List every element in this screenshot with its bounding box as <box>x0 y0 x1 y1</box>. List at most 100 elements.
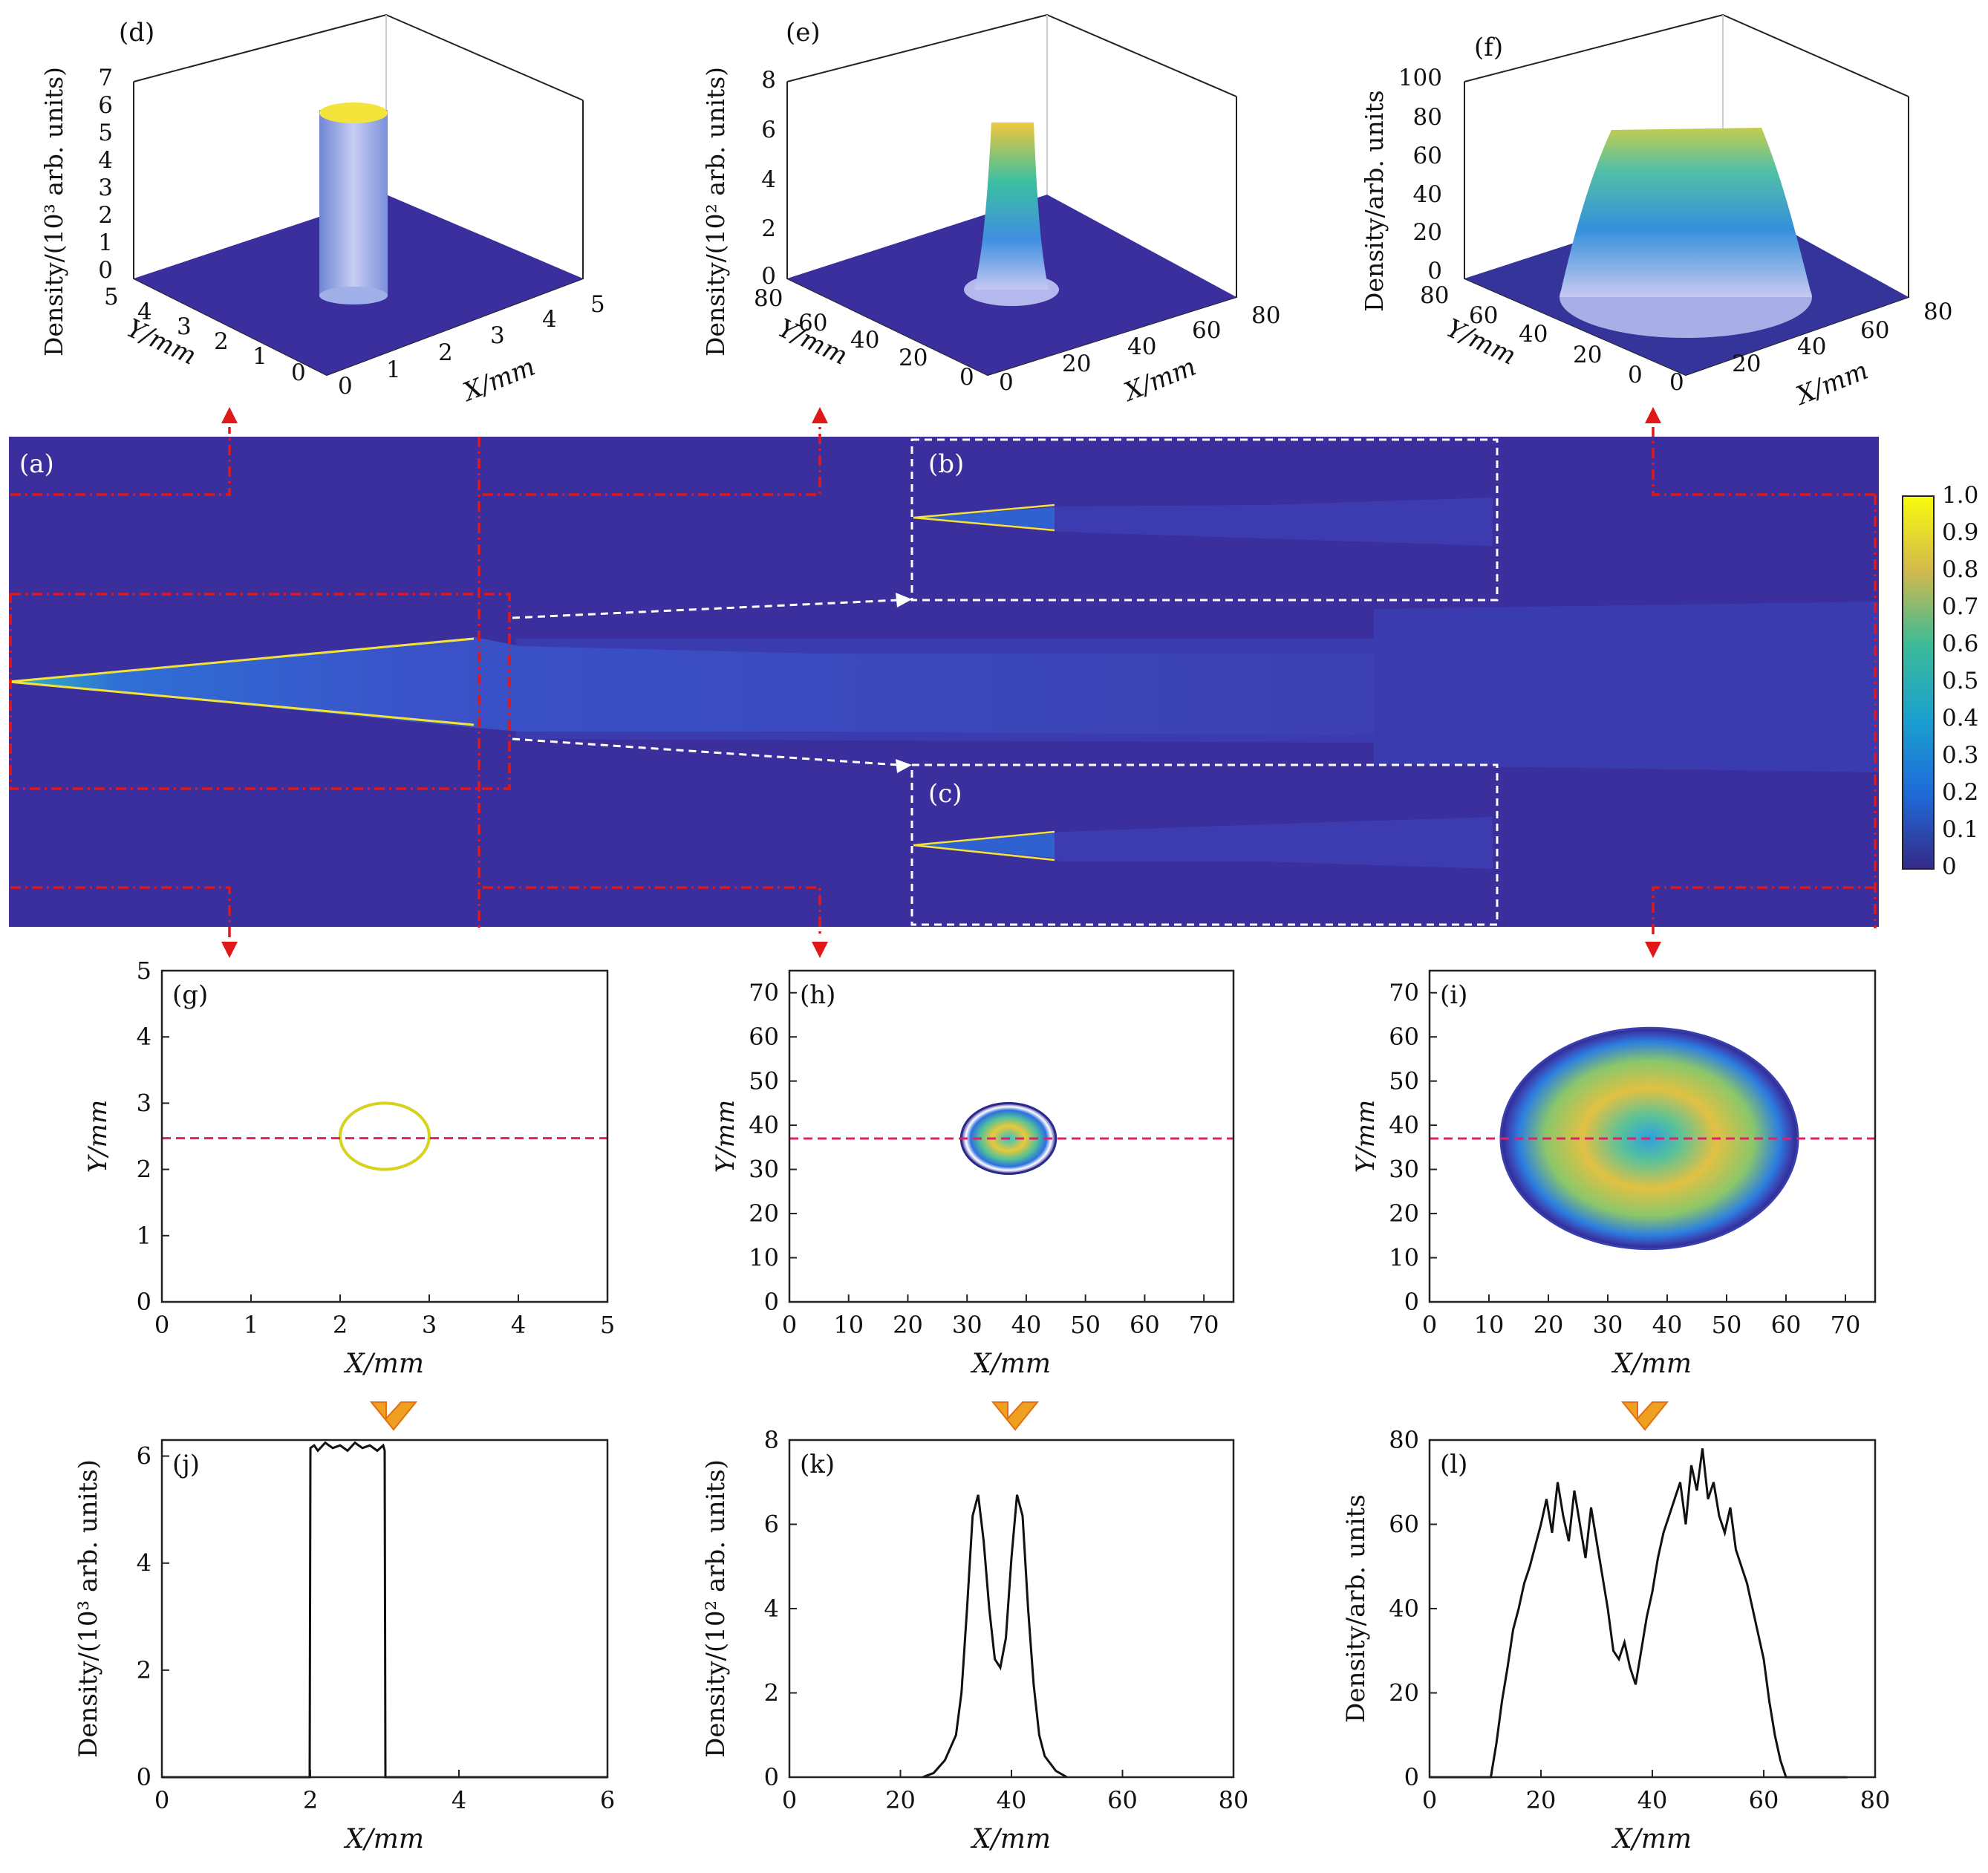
xtick-label: 0 <box>782 1311 797 1339</box>
svg-text:0: 0 <box>1628 362 1643 388</box>
ytick-label: 20 <box>1389 1679 1419 1707</box>
line-panel-k: 0 20 40 60 80 0 2 4 6 8 (k) X/mm Density/(10² arb. u… <box>701 1426 1248 1854</box>
ytick-label: 60 <box>1389 1023 1419 1051</box>
xticks-f: 0 20 40 60 80 <box>1669 299 1952 396</box>
cone-edge-upper <box>8 637 475 683</box>
ytick-label: 0 <box>137 1288 151 1316</box>
svg-text:20: 20 <box>1062 351 1091 377</box>
surface-panel-e: (e) Density/(10² arb. units) 8 6 4 2 0 8… <box>701 13 1280 408</box>
svg-text:1: 1 <box>252 343 267 370</box>
svg-text:40: 40 <box>1413 181 1442 208</box>
svg-text:40: 40 <box>1127 333 1156 360</box>
main-panel-a: (b) (c) (a) <box>8 427 1879 937</box>
xtick-label: 40 <box>1011 1311 1042 1339</box>
panel-label-e: (e) <box>786 18 821 48</box>
xtick-label: 5 <box>600 1311 615 1339</box>
panel-label-g: (g) <box>172 980 208 1010</box>
zlabel-d: Density/(10³ arb. units) <box>39 67 68 356</box>
svg-text:4: 4 <box>137 299 152 325</box>
svg-text:1: 1 <box>386 356 401 383</box>
xtick-label: 20 <box>885 1786 916 1814</box>
svg-text:3: 3 <box>490 322 505 349</box>
colorbar: 1.0 0.9 0.8 0.7 0.6 0.5 0.4 0.3 0.2 0.1 … <box>1902 482 1978 880</box>
svg-text:80: 80 <box>1251 302 1280 329</box>
svg-text:80: 80 <box>1923 299 1952 325</box>
xtick-label: 70 <box>1189 1311 1219 1339</box>
svg-text:60: 60 <box>1469 302 1498 329</box>
panel-label-h: (h) <box>800 980 835 1010</box>
svg-text:80: 80 <box>1420 282 1449 309</box>
ytick-label: 30 <box>749 1156 779 1184</box>
svg-text:1.0: 1.0 <box>1942 482 1978 509</box>
ytick-label: 0 <box>1404 1763 1419 1791</box>
svg-text:0: 0 <box>291 359 306 386</box>
svg-text:0.8: 0.8 <box>1942 556 1978 583</box>
heatmap-panel-h: 0 10 20 30 40 50 60 70 0 10 20 30 40 50 60 70 (h) X/mm Y/m… <box>711 969 1235 1379</box>
ytick-label: 0 <box>764 1288 779 1316</box>
label-a: (a) <box>19 449 54 479</box>
ylabel-l: Density/arb. units <box>1341 1494 1371 1723</box>
red-regions <box>9 427 1877 937</box>
ytick-label: 1 <box>137 1222 151 1250</box>
svg-text:5: 5 <box>104 284 119 310</box>
xtick-label: 50 <box>1070 1311 1101 1339</box>
surface-panel-f: (f) Density/arb. units 100 80 60 40 20 0… <box>1360 13 1952 411</box>
ytick-label: 2 <box>137 1656 151 1684</box>
panel-label-l: (l) <box>1440 1450 1467 1479</box>
zlabel-f: Density/arb. units <box>1360 90 1389 312</box>
ytick-label: 10 <box>749 1244 779 1272</box>
yticks-f: 80 60 40 20 0 <box>1420 282 1643 388</box>
heatmap-panel-g: 0 1 2 3 4 5 0 1 2 3 4 5 (g) X/mm Y/mm <box>83 957 615 1379</box>
xtick-label: 80 <box>1860 1786 1891 1814</box>
xtick-label: 60 <box>1771 1311 1802 1339</box>
arrows-down <box>221 942 1661 958</box>
ytick-label: 30 <box>1389 1156 1419 1184</box>
panel-label-k: (k) <box>800 1450 835 1479</box>
svg-text:8: 8 <box>761 67 776 94</box>
svg-text:80: 80 <box>754 285 783 312</box>
ytick-label: 40 <box>749 1111 779 1139</box>
svg-text:0: 0 <box>999 369 1014 396</box>
svg-text:40: 40 <box>850 327 879 354</box>
svg-text:4: 4 <box>98 147 113 174</box>
xtick-label: 20 <box>893 1311 923 1339</box>
ylabel-j: Density/(10³ arb. units) <box>74 1459 103 1758</box>
peak-e <box>974 123 1049 290</box>
svg-text:0.3: 0.3 <box>1942 742 1978 769</box>
xticks-e: 0 20 40 60 80 <box>999 302 1280 396</box>
svg-text:5: 5 <box>98 120 113 146</box>
ytick-label: 80 <box>1389 1426 1419 1454</box>
ytick-label: 8 <box>764 1426 779 1454</box>
ytick-label: 0 <box>764 1763 779 1791</box>
svg-text:0: 0 <box>1427 258 1442 284</box>
plume-core <box>9 637 1374 735</box>
line-panel-j: 0 2 4 6 0 2 4 6 (j) X/mm Density/(10³ arb. units) <box>74 1439 615 1854</box>
xtick-label: 80 <box>1219 1786 1249 1814</box>
ylabel-g: Y/mm <box>83 1100 113 1173</box>
ytick-label: 40 <box>1389 1595 1419 1623</box>
axes-frame-k <box>788 1439 1235 1779</box>
xtick-label: 0 <box>154 1786 169 1814</box>
panel-label-f: (f) <box>1474 33 1503 62</box>
axes-frame-l <box>1428 1439 1877 1779</box>
svg-text:5: 5 <box>590 291 605 318</box>
xtick-label: 30 <box>952 1311 982 1339</box>
xtick-label: 0 <box>1422 1311 1437 1339</box>
heatmap-panel-i: 0 10 20 30 40 50 60 70 0 10 20 30 40 50 60 70 (i) X/mm Y/m… <box>1351 969 1877 1379</box>
ytick-label: 4 <box>764 1595 779 1623</box>
xlabel-g: X/mm <box>343 1349 424 1379</box>
svg-text:40: 40 <box>1797 333 1826 360</box>
xtick-label: 30 <box>1593 1311 1623 1339</box>
white-arrows <box>512 599 899 766</box>
ytick-label: 20 <box>749 1199 779 1228</box>
xtick-label: 1 <box>244 1311 258 1339</box>
ylabel-i: Y/mm <box>1351 1100 1381 1173</box>
svg-text:2: 2 <box>438 339 453 366</box>
series-line-j <box>162 1441 607 1779</box>
svg-text:20: 20 <box>1732 351 1761 377</box>
series-line-k <box>922 1494 1068 1779</box>
svg-text:1: 1 <box>98 229 113 256</box>
zticks-e: 8 6 4 2 0 <box>761 67 776 290</box>
ylabel-k: Density/(10² arb. units) <box>701 1459 731 1758</box>
plateau-f <box>1560 128 1812 297</box>
